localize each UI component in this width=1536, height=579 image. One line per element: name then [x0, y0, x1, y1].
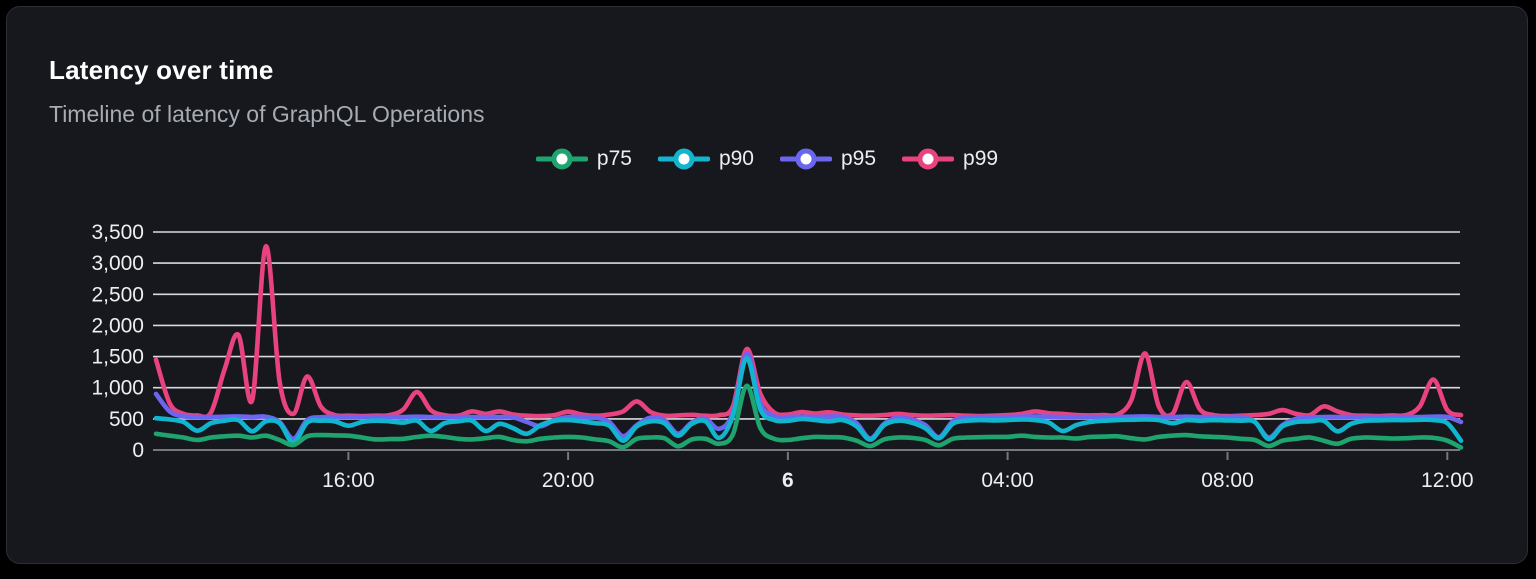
x-tick-label-16:00: 16:00: [322, 469, 375, 492]
legend-marker-p99-icon: [902, 148, 955, 170]
y-tick-label-0: 0: [132, 439, 144, 462]
legend-item-p95[interactable]: p95: [780, 146, 876, 172]
legend-label-p95: p95: [841, 147, 877, 170]
legend-item-p75[interactable]: p75: [535, 146, 632, 172]
chart-area[interactable]: 0 500 1,000 1,500 2,000 2,500 3,000 3,500 16:00 2…: [7, 7, 1536, 579]
legend-item-p99[interactable]: p99: [902, 146, 998, 172]
legend-label-p75: p75: [596, 147, 632, 170]
latency-panel: Latency over time Timeline of latency of…: [6, 6, 1528, 564]
chart-subtitle: Timeline of latency of GraphQL Operation…: [49, 101, 485, 127]
legend-label-p99: p99: [963, 147, 999, 170]
latency-chart[interactable]: 0 500 1,000 1,500 2,000 2,500 3,000 3,500 16:00 2…: [7, 7, 1531, 567]
legend-marker-p90-icon: [657, 148, 710, 170]
x-tick-label-6: 6: [782, 469, 794, 492]
y-tick-label-3500: 3,500: [91, 221, 144, 244]
y-tick-label-1000: 1,000: [91, 377, 144, 400]
series-line-p75[interactable]: [153, 383, 1464, 450]
x-tick-label-12:00: 12:00: [1421, 469, 1474, 492]
legend-marker-p75-icon: [535, 148, 588, 170]
x-tick-label-08:00: 08:00: [1201, 469, 1254, 492]
y-tick-label-1500: 1,500: [91, 346, 144, 369]
legend-label-p90: p90: [718, 147, 754, 170]
x-tick-label-20:00: 20:00: [542, 469, 595, 492]
series-line-p99[interactable]: [153, 243, 1464, 420]
legend-item-p90[interactable]: p90: [657, 146, 754, 172]
x-tick-label-04:00: 04:00: [981, 469, 1034, 492]
y-tick-label-2000: 2,000: [91, 314, 144, 337]
chart-legend: p75 p90 p95 p99: [7, 141, 1527, 177]
y-tick-label-3000: 3,000: [91, 252, 144, 275]
series-line-p90[interactable]: [153, 356, 1464, 446]
series-line-p95[interactable]: [153, 351, 1464, 442]
legend-marker-p95-icon: [780, 148, 832, 170]
y-tick-label-2500: 2,500: [91, 283, 144, 306]
y-tick-label-500: 500: [109, 408, 144, 431]
chart-title: Latency over time: [49, 55, 274, 85]
